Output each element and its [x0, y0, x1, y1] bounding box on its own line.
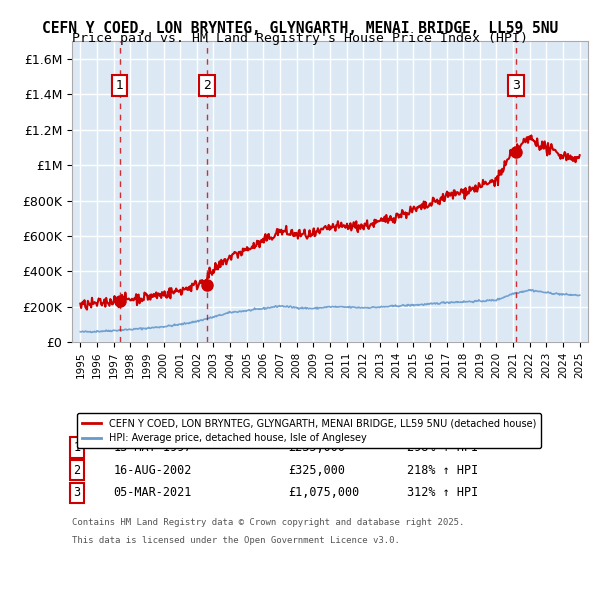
Text: 05-MAR-2021: 05-MAR-2021	[113, 486, 191, 499]
Text: 2: 2	[203, 79, 211, 92]
Text: 298% ↑ HPI: 298% ↑ HPI	[407, 441, 479, 454]
Text: Price paid vs. HM Land Registry's House Price Index (HPI): Price paid vs. HM Land Registry's House …	[72, 32, 528, 45]
Text: 1: 1	[116, 79, 124, 92]
Text: CEFN Y COED, LON BRYNTEG, GLYNGARTH, MENAI BRIDGE, LL59 5NU: CEFN Y COED, LON BRYNTEG, GLYNGARTH, MEN…	[42, 21, 558, 35]
Legend: CEFN Y COED, LON BRYNTEG, GLYNGARTH, MENAI BRIDGE, LL59 5NU (detached house), HP: CEFN Y COED, LON BRYNTEG, GLYNGARTH, MEN…	[77, 413, 541, 448]
Text: This data is licensed under the Open Government Licence v3.0.: This data is licensed under the Open Gov…	[72, 536, 400, 545]
Text: £1,075,000: £1,075,000	[289, 486, 360, 499]
Text: 218% ↑ HPI: 218% ↑ HPI	[407, 464, 479, 477]
Text: 3: 3	[74, 486, 81, 499]
Text: 16-AUG-2002: 16-AUG-2002	[113, 464, 191, 477]
Text: 1: 1	[74, 441, 81, 454]
Text: 3: 3	[512, 79, 520, 92]
Text: £235,000: £235,000	[289, 441, 346, 454]
Text: £325,000: £325,000	[289, 464, 346, 477]
Text: Contains HM Land Registry data © Crown copyright and database right 2025.: Contains HM Land Registry data © Crown c…	[72, 518, 464, 527]
Text: 312% ↑ HPI: 312% ↑ HPI	[407, 486, 479, 499]
Text: 2: 2	[74, 464, 81, 477]
Text: 13-MAY-1997: 13-MAY-1997	[113, 441, 191, 454]
